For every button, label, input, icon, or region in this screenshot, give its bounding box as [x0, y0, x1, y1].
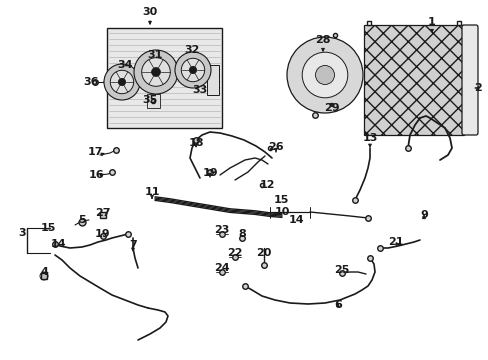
Text: 33: 33: [192, 85, 207, 95]
Bar: [107, 28, 222, 128]
Text: 7: 7: [129, 240, 137, 250]
Text: 10: 10: [274, 207, 289, 217]
Circle shape: [151, 68, 160, 76]
Text: 26: 26: [267, 142, 283, 152]
Text: 36: 36: [83, 77, 99, 87]
Text: 13: 13: [362, 133, 377, 143]
Text: 5: 5: [78, 215, 85, 225]
Text: 8: 8: [238, 229, 245, 239]
Text: 9: 9: [419, 210, 427, 220]
Text: 25: 25: [334, 265, 349, 275]
Text: 21: 21: [387, 237, 403, 247]
Text: 23: 23: [214, 225, 229, 235]
Text: 22: 22: [227, 248, 242, 258]
Text: 31: 31: [147, 50, 163, 60]
Circle shape: [134, 50, 178, 94]
Circle shape: [302, 52, 347, 98]
Text: 30: 30: [142, 7, 157, 17]
Text: 14: 14: [51, 239, 67, 249]
Text: 12: 12: [259, 180, 274, 190]
Text: 14: 14: [287, 215, 303, 225]
Circle shape: [286, 37, 362, 113]
Text: 27: 27: [95, 208, 110, 218]
Text: 15: 15: [40, 223, 56, 233]
Bar: [147, 94, 160, 108]
Circle shape: [104, 64, 140, 100]
Text: 4: 4: [40, 267, 48, 277]
Bar: [363, 25, 463, 135]
Text: 35: 35: [142, 95, 157, 105]
Circle shape: [175, 52, 210, 88]
Text: 32: 32: [184, 45, 199, 55]
Text: 19: 19: [202, 168, 217, 178]
FancyBboxPatch shape: [461, 25, 477, 135]
Circle shape: [118, 78, 125, 86]
Text: 6: 6: [333, 300, 341, 310]
Text: 17: 17: [87, 147, 102, 157]
Text: 3: 3: [18, 228, 26, 238]
Text: 19: 19: [95, 229, 111, 239]
Circle shape: [142, 58, 170, 86]
Text: 16: 16: [88, 170, 103, 180]
Text: 20: 20: [256, 248, 271, 258]
Circle shape: [189, 66, 196, 73]
Circle shape: [315, 66, 334, 85]
Circle shape: [181, 58, 204, 82]
Text: 11: 11: [144, 187, 160, 197]
Text: 18: 18: [188, 138, 203, 148]
Text: 24: 24: [214, 263, 229, 273]
Bar: [206, 65, 219, 95]
Text: 28: 28: [315, 35, 330, 45]
Text: 29: 29: [324, 103, 339, 113]
Text: 2: 2: [473, 83, 481, 93]
Text: 1: 1: [427, 17, 435, 27]
Text: 15: 15: [273, 195, 288, 205]
Circle shape: [110, 70, 133, 94]
Text: 34: 34: [117, 60, 132, 70]
